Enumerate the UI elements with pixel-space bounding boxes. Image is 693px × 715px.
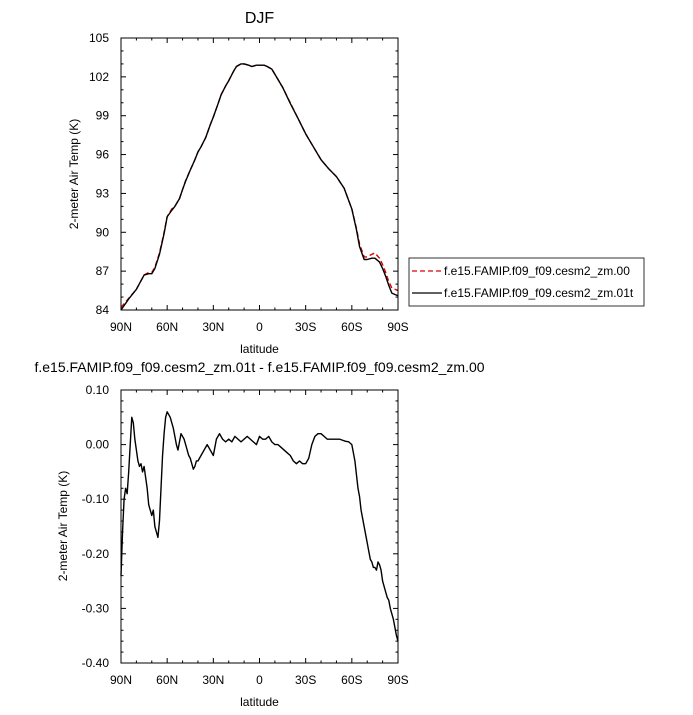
top-x-tick-label: 30S [295,320,316,334]
top-panel: DJF 90N 60N 30N 0 30S 60S 90S 84 87 90 93 96 99 102 10… [67,10,409,356]
bottom-x-axis-label: latitude [240,695,279,709]
bottom-x-tick-label: 60S [341,673,362,687]
bottom-y-tick-label: -0.20 [82,547,110,561]
top-series-lines [120,63,399,311]
bottom-axes: 90N 60N 30N 0 30S 60S 90S -0.40 -0.30 -0.20 -0.10 0… [82,383,409,687]
bottom-y-tick-label: 0.00 [86,438,110,452]
top-x-tick-label: 60S [341,320,362,334]
top-x-tick-label: 30N [202,320,224,334]
top-series-line-2 [120,63,399,311]
bottom-series-line-1 [120,411,399,642]
legend-box [408,257,645,307]
bottom-x-tick-label: 30N [202,673,224,687]
top-x-axis-label: latitude [240,342,279,356]
top-axes: 90N 60N 30N 0 30S 60S 90S 84 87 90 93 96 99 102 105 [89,31,409,334]
legend-entry-2: f.e15.FAMIP.f09_f09.cesm2_zm.01t [444,286,634,300]
bottom-x-tick-label: 30S [295,673,316,687]
top-plot-frame [120,37,399,311]
top-y-tick-label: 90 [96,225,110,239]
legend-entry-1: f.e15.FAMIP.f09_f09.cesm2_zm.00 [444,264,630,278]
top-y-tick-label: 84 [96,303,110,317]
top-x-tick-label: 0 [256,320,263,334]
bottom-x-tick-label: 60N [156,673,178,687]
top-y-tick-label: 87 [96,264,110,278]
top-chart-title: DJF [245,10,275,27]
bottom-x-tick-label: 90N [110,673,132,687]
bottom-y-tick-label: -0.10 [82,492,110,506]
bottom-y-tick-label: -0.30 [82,601,110,615]
bottom-y-tick-label: 0.10 [86,383,110,397]
bottom-chart-title: f.e15.FAMIP.f09_f09.cesm2_zm.01t - f.e15… [34,359,484,375]
top-y-tick-label: 93 [96,186,110,200]
top-y-tick-label: 99 [96,109,110,123]
legend: f.e15.FAMIP.f09_f09.cesm2_zm.00 f.e15.FA… [408,257,645,307]
bottom-x-tick-label: 90S [387,673,408,687]
bottom-x-tick-label: 0 [256,673,263,687]
bottom-y-tick-label: -0.40 [82,656,110,670]
top-series-line-1 [120,63,399,308]
top-x-tick-label: 90N [110,320,132,334]
top-x-tick-label: 90S [387,320,408,334]
bottom-y-axis-label: 2-meter Air Temp (K) [56,471,70,581]
top-y-axis-label: 2-meter Air Temp (K) [67,119,81,229]
top-x-tick-label: 60N [156,320,178,334]
bottom-plot-frame [120,389,399,664]
top-y-tick-label: 96 [96,148,110,162]
bottom-series-lines [120,411,399,642]
top-y-tick-label: 102 [89,70,109,84]
bottom-panel: f.e15.FAMIP.f09_f09.cesm2_zm.01t - f.e15… [34,359,484,709]
top-y-tick-label: 105 [89,31,109,45]
